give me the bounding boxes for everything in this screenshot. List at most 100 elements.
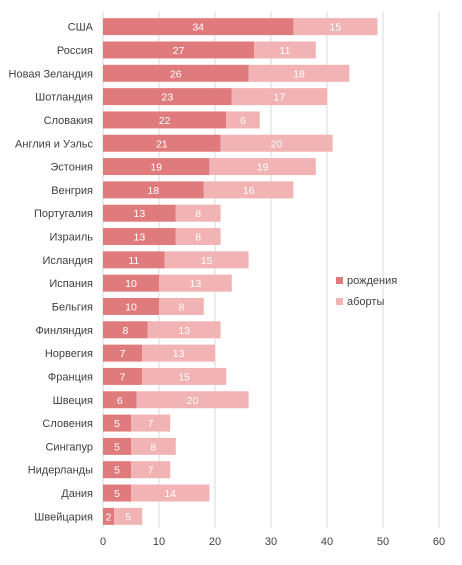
data-label-венгрия-series-0: 18 [148,185,160,197]
data-label-исландия-series-0: 11 [128,255,139,267]
data-label-сингапур-series-1: 8 [150,441,156,453]
category-label-дания: Дания [61,488,93,500]
data-label-нидерланды-series-1: 7 [148,465,154,477]
bar-швейцария-series-0 [103,507,115,525]
bar-словакия-series-1 [226,111,260,129]
x-tick-20: 20 [209,536,221,548]
bar-израиль-series-0 [103,228,176,246]
data-label-норвегия-series-0: 7 [120,348,126,360]
data-label-нидерланды-series-0: 5 [114,465,120,477]
legend: рождения аборты [336,275,397,308]
bar-франция-series-1 [142,367,227,385]
category-label-португалия: Португалия [34,208,93,220]
bar-исландия-series-0 [103,251,165,269]
data-label-франция-series-0: 7 [120,371,126,383]
bar-португалия-series-1 [175,204,221,222]
bar-норвегия-series-1 [142,344,215,362]
category-label-англия-и-уэльс: Англия и Уэльс [15,138,93,150]
data-label-швейцария-series-1: 5 [125,511,131,523]
data-label-швеция-series-0: 6 [117,395,123,407]
bar-франция-series-0 [103,367,143,385]
data-label-англия-и-уэльс-series-0: 21 [156,138,168,150]
bar-нидерланды-series-0 [103,461,131,479]
category-label-швейцария: Швейцария [34,511,93,523]
category-label-финляндия: Финляндия [35,325,93,337]
bar-новая-зеландия-series-1 [248,64,350,82]
data-label-венгрия-series-1: 16 [243,185,255,197]
bar-словения-series-1 [131,414,171,432]
bar-шотландия-series-0 [103,88,232,106]
category-label-швеция: Швеция [53,395,93,407]
data-label-россия-series-1: 11 [280,45,291,57]
bar-швеция-series-0 [103,391,137,409]
category-label-бельгия: Бельгия [52,301,93,313]
data-label-швейцария-series-0: 2 [106,511,112,523]
data-label-финляндия-series-0: 8 [122,325,128,337]
bar-венгрия-series-0 [103,181,204,199]
bar-норвегия-series-0 [103,344,143,362]
category-labels: США Россия Новая Зеландия Шотландия Словакия… [9,22,94,524]
bar-дания-series-1 [131,484,210,502]
data-label-исландия-series-1: 15 [201,255,213,267]
x-tick-10: 10 [153,536,165,548]
x-tick-0: 0 [100,536,106,548]
data-label-испания-series-0: 10 [125,278,137,290]
bar-эстония-series-1 [209,158,316,176]
bar-сингапур-series-0 [103,437,131,455]
data-label-англия-и-уэльс-series-1: 20 [271,138,283,150]
category-label-венгрия: Венгрия [51,185,93,197]
legend-swatch-series-1 [336,298,343,305]
category-label-словакия: Словакия [44,115,93,127]
category-label-сша: США [68,22,94,34]
data-label-словакия-series-1: 6 [240,115,246,127]
data-label-сша-series-0: 34 [192,22,204,34]
bar-испания-series-0 [103,274,159,292]
data-label-испания-series-1: 13 [190,278,202,290]
category-label-сингапур: Сингапур [45,441,93,453]
category-label-исландия: Исландия [42,255,93,267]
data-label-новая-зеландия-series-0: 26 [170,68,182,80]
data-label-россия-series-0: 27 [173,45,185,57]
bar-швеция-series-1 [136,391,249,409]
bar-финляндия-series-1 [147,321,221,339]
category-label-новая-зеландия: Новая Зеландия [9,68,93,80]
legend-label-series-0: рождения [347,275,397,287]
data-label-шотландия-series-1: 17 [274,92,286,104]
data-label-израиль-series-0: 13 [134,232,146,244]
data-label-португалия-series-1: 8 [195,208,201,220]
category-label-франция: Франция [48,371,93,383]
bar-россия-series-0 [103,41,255,59]
bar-испания-series-1 [159,274,232,292]
data-label-португалия-series-0: 13 [134,208,146,220]
bar-швейцария-series-1 [114,507,143,525]
bar-сша-series-1 [293,18,378,36]
bar-новая-зеландия-series-0 [103,64,249,82]
data-label-норвегия-series-1: 13 [173,348,185,360]
data-label-шотландия-series-0: 23 [162,92,174,104]
data-label-финляндия-series-1: 13 [178,325,190,337]
data-label-дания-series-1: 14 [164,488,176,500]
legend-swatch-series-0 [336,277,343,284]
data-label-швеция-series-1: 20 [187,395,199,407]
bar-словения-series-0 [103,414,131,432]
bar-израиль-series-1 [175,228,221,246]
data-label-бельгия-series-1: 8 [178,301,184,313]
data-label-израиль-series-1: 8 [195,232,201,244]
data-label-сша-series-1: 15 [330,22,342,34]
category-label-израиль: Израиль [50,232,94,244]
bar-словакия-series-0 [103,111,227,129]
data-label-словения-series-1: 7 [148,418,154,430]
category-label-испания: Испания [49,278,93,290]
category-label-словения: Словения [42,418,93,430]
bar-дания-series-0 [103,484,131,502]
category-label-шотландия: Шотландия [35,92,93,104]
x-tick-40: 40 [321,536,333,548]
bar-нидерланды-series-1 [131,461,171,479]
data-label-бельгия-series-0: 10 [125,301,137,313]
data-label-сингапур-series-0: 5 [114,441,120,453]
bar-сша-series-0 [103,18,294,36]
bar-россия-series-1 [254,41,316,59]
x-axis-ticks: 0 10 20 30 40 50 60 [100,536,445,548]
